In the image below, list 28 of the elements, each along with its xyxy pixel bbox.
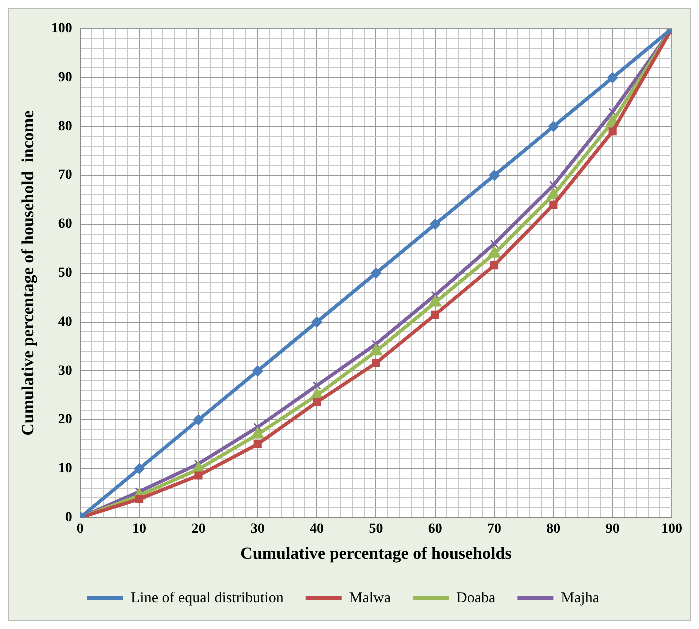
y-tick-label: 90 — [58, 70, 72, 86]
x-axis-title: Cumulative percentage of households — [240, 544, 512, 564]
y-tick-label: 50 — [58, 266, 72, 282]
legend-label: Majha — [561, 590, 600, 606]
y-tick-label: 80 — [58, 119, 72, 134]
x-tick-label: 40 — [310, 522, 324, 537]
x-tick-label: 70 — [488, 522, 502, 537]
x-tick-label: 20 — [192, 522, 206, 537]
x-tick-label: 60 — [428, 522, 442, 537]
x-tick-label: 100 — [662, 522, 682, 537]
x-tick-label: 90 — [606, 522, 620, 537]
x-tick-label: 50 — [369, 522, 384, 537]
y-tick-label: 40 — [58, 314, 72, 330]
y-tick-label: 60 — [58, 217, 72, 232]
x-tick-label: 80 — [546, 522, 561, 537]
legend-label: Doaba — [456, 590, 496, 606]
y-tick-label: 20 — [58, 412, 72, 428]
y-tick-label: 70 — [58, 168, 72, 184]
x-tick-label: 10 — [132, 522, 147, 537]
y-axis-title: Cumulative percentage of household income — [18, 110, 38, 436]
y-tick-label: 100 — [51, 22, 72, 37]
legend-label: Malwa — [349, 590, 392, 606]
legend-label: Line of equal distribution — [130, 590, 284, 606]
x-tick-label: 30 — [250, 522, 265, 537]
y-tick-label: 10 — [58, 462, 72, 477]
y-tick-label: 0 — [65, 510, 72, 526]
x-tick-label: 0 — [76, 522, 84, 537]
y-tick-label: 30 — [58, 364, 72, 379]
